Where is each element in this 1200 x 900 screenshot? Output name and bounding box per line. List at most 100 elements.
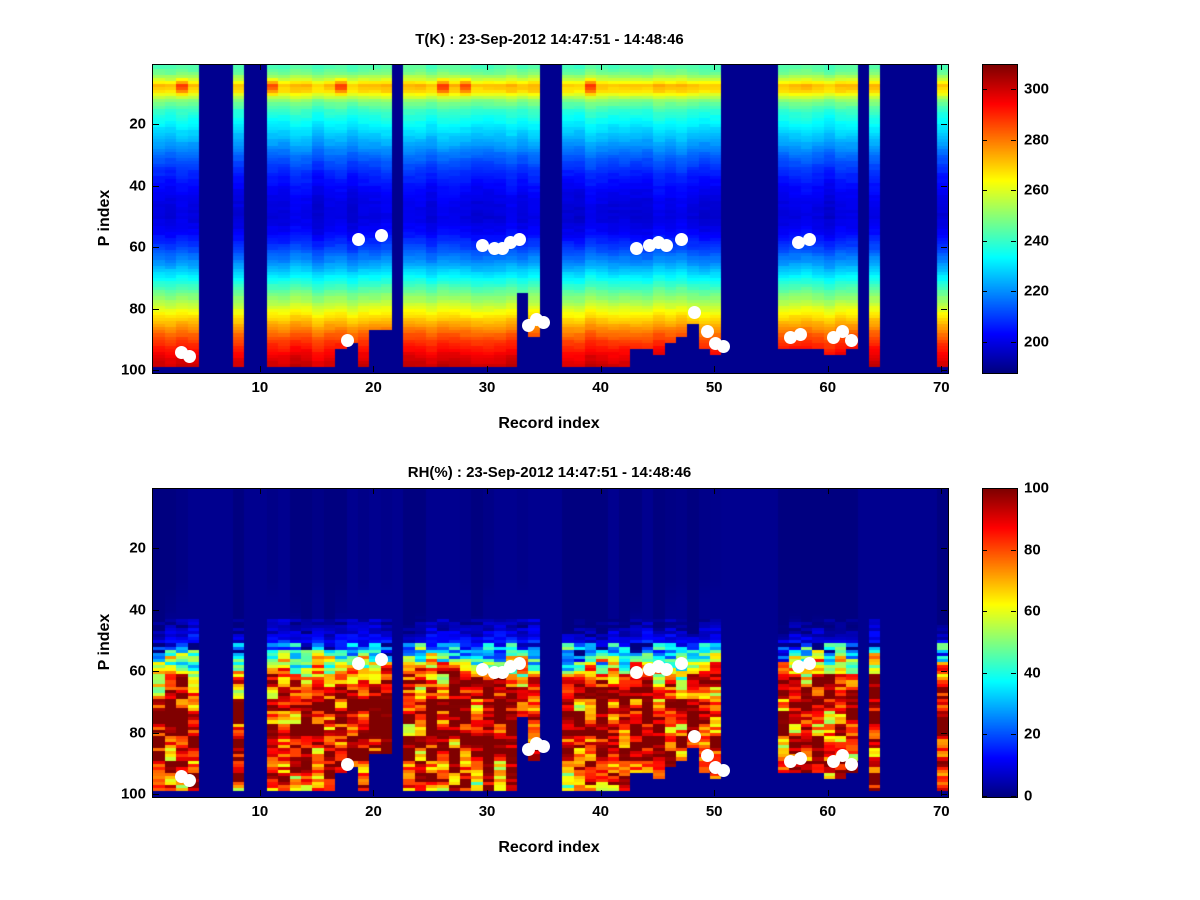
colorbar-tick-label: 300 xyxy=(1024,80,1050,98)
colorbar-tick-mark xyxy=(1011,240,1016,242)
colorbar-tick-label: 40 xyxy=(1024,664,1041,682)
colorbar-tick-mark xyxy=(1011,190,1016,192)
colorbar-tick-label: 60 xyxy=(1024,602,1041,620)
y-axis-label-temperature: P index xyxy=(96,189,113,247)
colorbar-tick-mark xyxy=(1011,611,1016,613)
x-tick-mark xyxy=(714,366,716,372)
y-tick-label: 100 xyxy=(120,361,146,379)
x-tick-label: 70 xyxy=(932,803,950,820)
x-tick-mark xyxy=(714,790,716,796)
colorbar-tick-mark-left xyxy=(982,611,987,613)
x-tick-mark-top xyxy=(259,488,261,494)
y-tick-mark-right xyxy=(941,548,947,550)
x-tick-mark xyxy=(827,790,829,796)
x-tick-mark-top xyxy=(714,488,716,494)
x-tick-mark-top xyxy=(487,64,489,70)
x-tick-label: 40 xyxy=(592,803,609,820)
y-tick-mark-right xyxy=(941,124,947,126)
colorbar-tick-mark-left xyxy=(982,139,987,141)
y-tick-mark xyxy=(153,732,159,734)
y-tick-label: 100 xyxy=(120,785,146,803)
x-tick-mark-top xyxy=(259,64,261,70)
y-tick-mark-right xyxy=(941,732,947,734)
x-tick-label: 60 xyxy=(819,803,837,820)
heatmap-axes-temperature[interactable] xyxy=(152,64,949,374)
y-tick-mark xyxy=(153,370,159,372)
x-tick-mark-top xyxy=(941,64,943,70)
colorbar-tick-label: 240 xyxy=(1024,232,1050,250)
x-tick-mark xyxy=(941,366,943,372)
y-tick-mark-right xyxy=(941,370,947,372)
panel-relative-humidity: RH(%) : 23-Sep-2012 14:47:51 - 14:48:46 … xyxy=(0,450,1200,900)
y-tick-mark xyxy=(153,247,159,249)
colorbar-tick-mark xyxy=(1011,488,1016,489)
y-tick-mark xyxy=(153,185,159,187)
x-tick-label: 50 xyxy=(705,379,723,396)
colorbar-tick-label: 200 xyxy=(1024,333,1050,351)
y-tick-mark-right xyxy=(941,185,947,187)
colorbar-tick-mark xyxy=(1011,89,1016,91)
y-tick-mark xyxy=(153,308,159,310)
x-tick-mark-top xyxy=(373,64,375,70)
colorbar-relative-humidity[interactable] xyxy=(982,488,1018,798)
colorbar-tick-mark-left xyxy=(982,734,987,736)
x-tick-label: 50 xyxy=(705,803,723,820)
colorbar-tick-mark-left xyxy=(982,672,987,674)
colorbar-tick-mark-left xyxy=(982,291,987,293)
colorbar-tick-mark xyxy=(1011,139,1016,141)
panel-temperature: T(K) : 23-Sep-2012 14:47:51 - 14:48:46 1… xyxy=(96,31,1050,432)
colorbar-tick-mark-left xyxy=(982,240,987,242)
colorbar-tick-mark xyxy=(1011,291,1016,293)
y-tick-label: 40 xyxy=(129,177,146,195)
colorbar-tick-mark-left xyxy=(982,190,987,192)
colorbar-tick-mark xyxy=(1011,549,1016,551)
colorbar-tick-label: 280 xyxy=(1024,131,1050,149)
colorbar-tick-label: 0 xyxy=(1024,787,1033,805)
colorbar-tick-mark xyxy=(1011,734,1016,736)
colorbar-tick-label: 80 xyxy=(1024,541,1041,559)
colorbar-temperature[interactable] xyxy=(982,64,1018,374)
colorbar-tick-label: 220 xyxy=(1024,282,1050,300)
colorbar-tick-mark xyxy=(1011,672,1016,674)
x-tick-mark xyxy=(487,366,489,372)
x-tick-label: 60 xyxy=(819,379,837,396)
colorbar-tick-mark-left xyxy=(982,796,987,797)
heatmap-image-relative-humidity xyxy=(153,489,948,797)
colorbar-tick-mark-left xyxy=(982,89,987,91)
y-tick-mark-right xyxy=(941,308,947,310)
y-tick-mark-right xyxy=(941,609,947,611)
colorbar-gradient-relative-humidity xyxy=(983,489,1017,797)
y-tick-label: 20 xyxy=(129,115,146,133)
x-tick-mark xyxy=(827,366,829,372)
x-tick-label: 20 xyxy=(365,379,382,396)
y-tick-label: 60 xyxy=(129,238,146,256)
x-tick-mark xyxy=(941,790,943,796)
colorbar-tick-label: 100 xyxy=(1024,479,1050,497)
plot-title-temperature: T(K) : 23-Sep-2012 14:47:51 - 14:48:46 xyxy=(415,31,684,48)
colorbar-tick-mark-left xyxy=(982,549,987,551)
heatmap-image-temperature xyxy=(153,65,948,373)
x-tick-label: 30 xyxy=(478,803,496,820)
y-tick-mark-right xyxy=(941,247,947,249)
heatmap-axes-relative-humidity[interactable] xyxy=(152,488,949,798)
x-axis-label-temperature: Record index xyxy=(498,415,600,432)
y-axis-label-relative-humidity: P index xyxy=(96,613,113,671)
x-tick-mark-top xyxy=(827,488,829,494)
colorbar-tick-mark xyxy=(1011,796,1016,797)
colorbar-tick-mark xyxy=(1011,341,1016,343)
x-tick-mark xyxy=(487,790,489,796)
colorbar-tick-label: 260 xyxy=(1024,181,1050,199)
colorbar-tick-mark-left xyxy=(982,341,987,343)
plot-title-relative-humidity: RH(%) : 23-Sep-2012 14:47:51 - 14:48:46 xyxy=(407,464,692,481)
x-tick-mark-top xyxy=(941,488,943,494)
y-tick-mark-right xyxy=(941,794,947,796)
x-tick-label: 40 xyxy=(592,379,609,396)
y-tick-label: 40 xyxy=(129,601,146,619)
x-tick-label: 70 xyxy=(932,379,950,396)
y-tick-label: 20 xyxy=(129,539,146,557)
y-tick-mark xyxy=(153,671,159,673)
y-tick-mark xyxy=(153,609,159,611)
x-tick-label: 20 xyxy=(365,803,382,820)
x-tick-label: 10 xyxy=(251,379,269,396)
